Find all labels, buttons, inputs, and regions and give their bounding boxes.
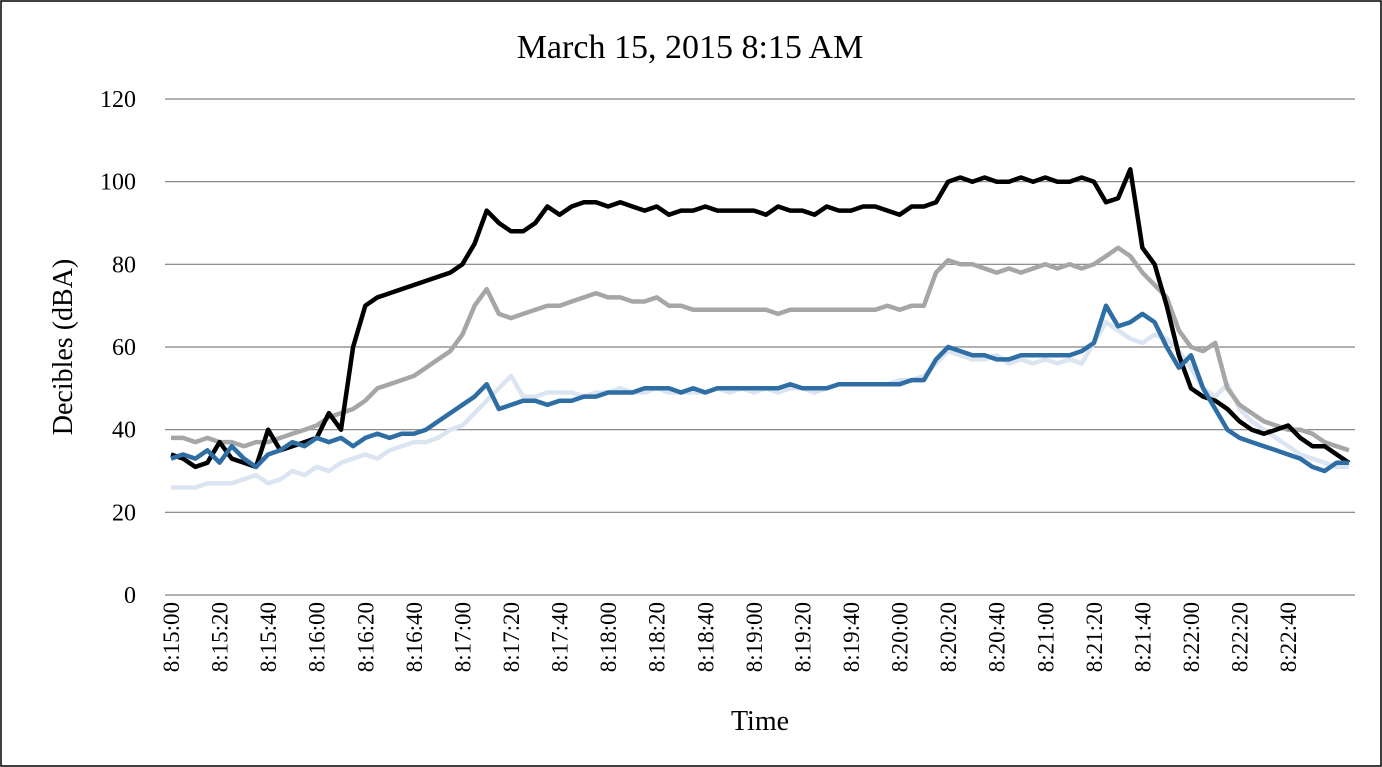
chart-title: March 15, 2015 8:15 AM [517,29,864,66]
x-tick-label: 8:22:20 [1228,602,1253,672]
x-tick-label: 8:17:00 [450,602,475,672]
x-tick-label: 8:15:00 [159,602,184,672]
x-tick-label: 8:16:00 [305,602,330,672]
x-tick-label: 8:22:00 [1179,602,1204,672]
x-tick-label: 8:16:20 [353,602,378,672]
x-tick-label: 8:22:40 [1276,602,1301,672]
y-tick-label: 100 [100,170,136,196]
y-tick-label: 80 [112,252,136,278]
x-tick-label: 8:18:20 [645,602,670,672]
y-tick-label: 20 [112,500,136,526]
x-axis-title: Time [731,706,789,737]
x-tick-label: 8:18:00 [596,602,621,672]
x-tick-label: 8:21:00 [1033,602,1058,672]
data-line [171,245,1350,453]
y-axis-title: Decibles (dBA) [48,259,79,436]
y-tick-label: 60 [112,335,136,361]
y-tick-label: 40 [112,418,136,444]
x-tick-label: 8:20:20 [936,602,961,672]
x-tick-label: 8:20:00 [888,602,913,672]
x-tick-label: 8:17:40 [548,602,573,672]
x-tick-label: 8:17:20 [499,602,524,672]
x-tick-label: 8:15:40 [256,602,281,672]
x-tick-label: 8:21:40 [1130,602,1155,672]
y-tick-label: 120 [100,87,136,113]
x-tick-label: 8:19:40 [839,602,864,672]
y-tick-label: 0 [124,583,136,609]
data-line [170,167,1351,470]
data-line [170,303,1349,474]
x-tick-label: 8:20:40 [985,602,1010,672]
x-tick-label: 8:19:20 [790,602,815,672]
x-tick-label: 8:19:00 [742,602,767,672]
x-tick-label: 8:15:20 [208,602,233,672]
x-tick-label: 8:18:40 [693,602,718,672]
x-tick-label: 8:21:20 [1082,602,1107,672]
x-tick-label: 8:16:40 [402,602,427,672]
